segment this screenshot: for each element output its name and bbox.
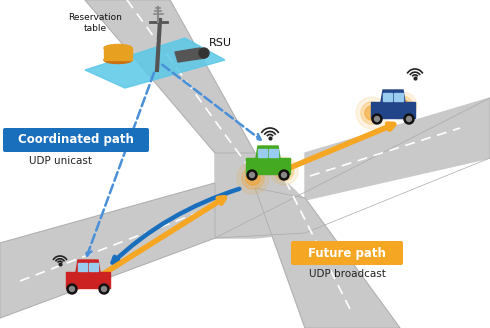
Polygon shape (175, 48, 205, 62)
Circle shape (249, 173, 254, 177)
Bar (104, 48, 132, 60)
Circle shape (247, 170, 257, 180)
Polygon shape (215, 153, 305, 238)
Bar (78, 263, 87, 271)
Bar (89, 263, 98, 271)
FancyBboxPatch shape (3, 128, 149, 152)
Circle shape (279, 170, 289, 180)
Circle shape (67, 284, 77, 294)
Circle shape (407, 116, 412, 121)
Circle shape (356, 97, 388, 129)
Circle shape (389, 92, 417, 120)
Polygon shape (76, 260, 100, 272)
Text: UDP broadcast: UDP broadcast (309, 269, 386, 279)
Bar (383, 93, 392, 101)
Circle shape (70, 286, 74, 292)
Circle shape (246, 171, 260, 185)
Text: Coordinated path: Coordinated path (18, 133, 134, 147)
Polygon shape (246, 158, 290, 174)
Bar (394, 93, 403, 101)
Circle shape (237, 162, 269, 194)
Polygon shape (66, 272, 110, 288)
Circle shape (270, 157, 298, 185)
Circle shape (199, 48, 209, 58)
Circle shape (365, 106, 379, 120)
Text: Future path: Future path (308, 247, 386, 259)
Circle shape (278, 165, 290, 177)
Text: RSU: RSU (209, 38, 231, 48)
Circle shape (397, 100, 409, 112)
Circle shape (393, 96, 413, 116)
Circle shape (372, 114, 382, 124)
Polygon shape (381, 90, 405, 102)
FancyBboxPatch shape (291, 241, 403, 265)
Ellipse shape (104, 56, 132, 64)
Circle shape (281, 173, 287, 177)
Circle shape (361, 102, 383, 124)
Text: Reservation
table: Reservation table (68, 13, 122, 33)
Polygon shape (85, 38, 225, 88)
Circle shape (242, 167, 264, 189)
Circle shape (404, 114, 414, 124)
Circle shape (374, 116, 379, 121)
Ellipse shape (104, 45, 132, 51)
Bar (258, 149, 267, 157)
Polygon shape (256, 146, 280, 158)
Text: UDP unicast: UDP unicast (28, 156, 92, 166)
Circle shape (101, 286, 106, 292)
Polygon shape (255, 188, 400, 328)
Polygon shape (305, 98, 490, 200)
Bar (269, 149, 278, 157)
Polygon shape (371, 102, 415, 118)
Circle shape (274, 161, 294, 181)
Polygon shape (85, 0, 255, 153)
Polygon shape (0, 183, 215, 318)
Circle shape (99, 284, 109, 294)
